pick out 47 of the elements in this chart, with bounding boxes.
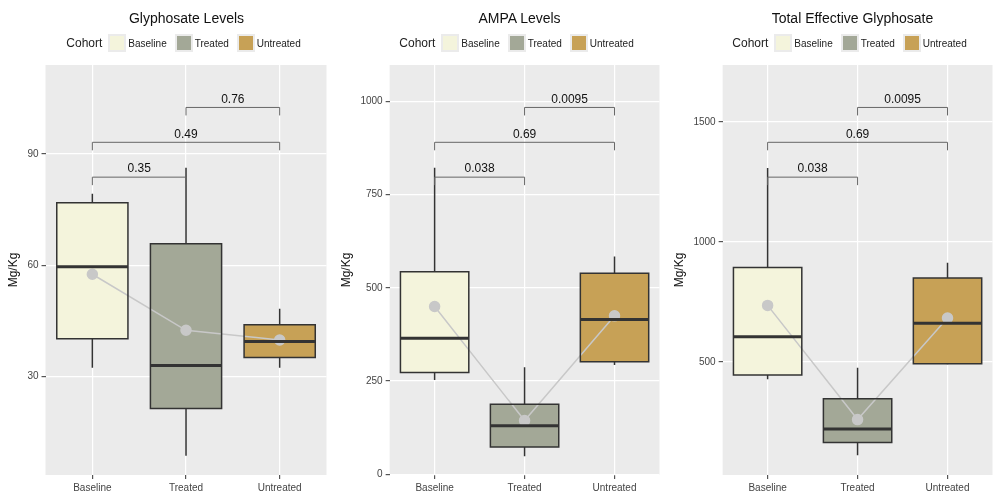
annotation: 0.76: [221, 91, 245, 106]
legend-label: Treated: [527, 37, 562, 49]
x-tick-label: Untreated: [257, 481, 302, 493]
legend-label: Untreated: [589, 37, 634, 49]
x-tick-label: Treated: [507, 481, 542, 493]
chart-title: Total Effective Glyphosate: [770, 10, 935, 28]
y-tick-label: 500: [698, 355, 717, 367]
y-tick-label: 750: [365, 188, 384, 200]
legend-label: Baseline: [794, 37, 833, 49]
x-tick-label: Untreated: [925, 481, 970, 493]
x-tick-label: Baseline: [73, 481, 112, 493]
annotation: 0.69: [845, 126, 870, 141]
annotation: 0.038: [797, 161, 828, 176]
y-tick-label: 1000: [693, 235, 717, 247]
legend-label: Untreated: [922, 37, 967, 49]
legend-title: Cohort: [66, 36, 103, 50]
legend-label: Untreated: [256, 37, 301, 49]
chart-title: AMPA Levels: [477, 10, 562, 28]
y-axis-title: Mg/Kg: [671, 252, 686, 288]
x-tick-label: Baseline: [748, 481, 788, 493]
y-tick-label: 90: [27, 147, 39, 159]
legend-label: Treated: [194, 37, 229, 49]
annotation: 0.69: [512, 126, 537, 141]
x-tick-label: Baseline: [415, 481, 455, 493]
y-tick-label: 30: [27, 370, 39, 382]
y-tick-label: 250: [365, 374, 384, 386]
x-tick-label: Treated: [168, 481, 204, 493]
annotation: 0.0095: [551, 91, 589, 106]
legend-title: Cohort: [399, 36, 436, 50]
y-tick-label: 0: [377, 468, 384, 479]
legend-label: Baseline: [128, 37, 167, 49]
y-tick-label: 60: [27, 259, 39, 271]
annotation: 0.0095: [884, 91, 922, 106]
x-tick-label: Treated: [840, 481, 875, 493]
x-tick-label: Untreated: [592, 481, 637, 493]
y-tick-label: 500: [365, 281, 384, 293]
chart-title: Glyphosate Levels: [127, 10, 246, 28]
y-tick-label: 1500: [693, 115, 717, 127]
annotation: 0.35: [127, 161, 152, 176]
annotation: 0.49: [174, 126, 199, 141]
y-tick-label: 1000: [360, 95, 384, 107]
y-axis-title: Mg/Kg: [338, 252, 353, 288]
legend-label: Treated: [860, 37, 895, 49]
annotation: 0.038: [464, 161, 495, 176]
y-axis-title: Mg/Kg: [5, 252, 20, 288]
legend-title: Cohort: [732, 36, 769, 50]
legend-label: Baseline: [461, 37, 500, 49]
